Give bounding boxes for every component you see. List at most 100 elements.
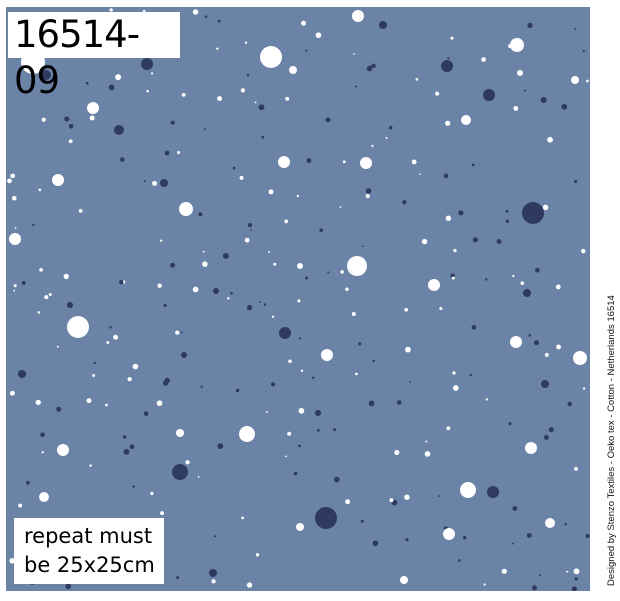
small-dot	[306, 158, 312, 163]
small-dot	[389, 498, 394, 503]
fabric-pattern	[6, 7, 590, 591]
small-dot	[287, 431, 292, 436]
small-dot	[339, 206, 342, 208]
small-dot	[581, 248, 586, 254]
small-dot	[319, 228, 324, 232]
small-dot	[143, 180, 146, 183]
small-dot	[123, 448, 130, 455]
small-dot	[146, 89, 149, 93]
small-dot	[109, 8, 113, 12]
navy-dot	[213, 288, 219, 294]
white-dot	[297, 263, 303, 269]
small-dot	[285, 96, 290, 101]
small-dot	[409, 381, 411, 383]
small-dot	[501, 568, 507, 574]
small-dot	[35, 399, 41, 406]
small-dot	[230, 291, 233, 295]
small-dot	[355, 372, 358, 376]
small-dot	[271, 382, 276, 387]
small-dot	[447, 57, 450, 60]
small-dot	[453, 385, 459, 391]
small-dot	[170, 262, 176, 268]
small-dot	[333, 428, 337, 432]
small-dot	[10, 173, 16, 179]
small-dot	[241, 516, 244, 520]
small-dot	[192, 9, 199, 15]
white-dot	[352, 10, 364, 22]
small-dot	[240, 88, 246, 93]
small-dot	[127, 377, 132, 382]
white-dot	[428, 279, 440, 291]
small-dot	[202, 250, 205, 253]
white-dot	[296, 523, 304, 531]
small-dot	[246, 305, 253, 311]
white-dot	[278, 156, 290, 168]
white-dot	[176, 429, 184, 437]
small-dot	[485, 278, 488, 281]
small-dot	[582, 49, 585, 53]
small-dot	[566, 570, 569, 573]
small-dot	[366, 65, 373, 72]
small-dot	[472, 237, 478, 243]
small-dot	[365, 193, 370, 199]
small-dot	[18, 503, 23, 508]
small-dot	[404, 494, 410, 500]
navy-dot	[209, 569, 217, 577]
small-dot	[271, 315, 275, 319]
small-dot	[214, 535, 217, 538]
small-dot	[404, 307, 409, 312]
small-dot	[211, 579, 216, 584]
small-dot	[181, 92, 186, 97]
small-dot	[40, 432, 45, 437]
navy-dot	[315, 410, 321, 416]
small-dot	[56, 345, 59, 348]
small-dot	[485, 398, 489, 401]
navy-dot	[181, 352, 187, 358]
small-dot	[113, 334, 119, 340]
small-dot	[585, 533, 590, 538]
navy-dot	[67, 302, 73, 308]
small-dot	[198, 212, 203, 217]
small-dot	[41, 117, 46, 122]
small-dot	[528, 334, 532, 337]
small-dot	[564, 523, 567, 526]
small-dot	[235, 388, 240, 393]
small-dot	[571, 586, 577, 591]
small-dot	[424, 451, 431, 457]
small-dot	[265, 411, 268, 413]
navy-dot	[18, 370, 26, 378]
small-dot	[435, 91, 440, 96]
small-dot	[14, 227, 17, 230]
small-dot	[556, 344, 562, 350]
small-dot	[567, 401, 572, 407]
small-dot	[533, 340, 540, 346]
small-dot	[143, 411, 149, 417]
small-dot	[574, 28, 577, 30]
small-dot	[544, 352, 549, 357]
small-dot	[586, 79, 589, 83]
small-dot	[92, 374, 96, 377]
small-dot	[268, 251, 270, 253]
small-dot	[216, 47, 219, 50]
small-dot	[333, 476, 340, 483]
small-dot	[56, 406, 62, 412]
small-dot	[217, 443, 224, 449]
navy-dot	[172, 464, 188, 480]
navy-dot	[523, 289, 531, 297]
small-dot	[513, 106, 519, 111]
small-dot	[106, 341, 110, 344]
small-dot	[415, 78, 419, 81]
small-dot	[150, 72, 154, 75]
small-dot	[315, 32, 322, 39]
small-dot	[298, 337, 302, 340]
small-dot	[254, 101, 257, 104]
small-dot	[11, 195, 17, 201]
small-dot	[462, 535, 467, 540]
small-dot	[573, 568, 580, 575]
small-dot	[351, 312, 356, 316]
small-dot	[543, 434, 549, 440]
small-dot	[458, 210, 464, 216]
small-dot	[268, 189, 274, 195]
small-dot	[481, 57, 486, 62]
small-dot	[505, 219, 510, 223]
